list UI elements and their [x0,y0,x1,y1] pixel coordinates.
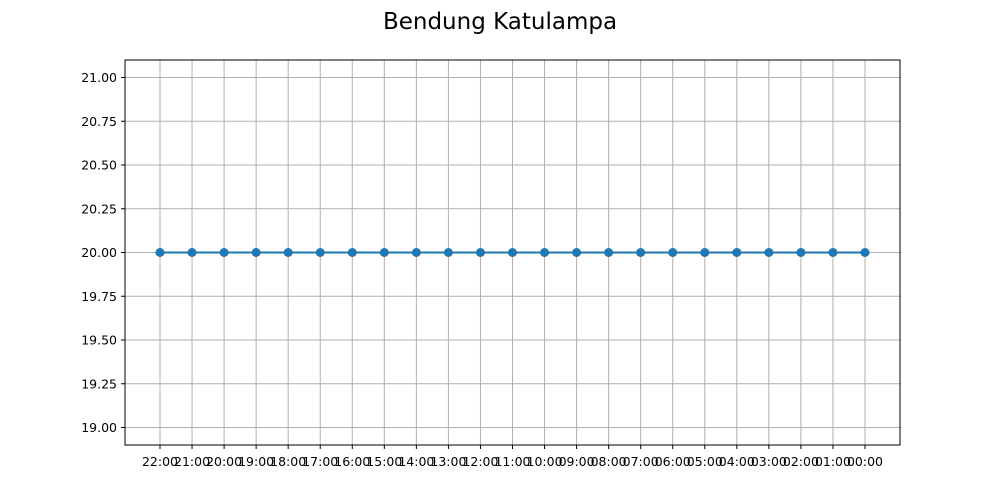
data-point [187,248,197,257]
x-tick-label: 05:00 [687,454,723,469]
data-point [572,248,582,257]
data-point [315,248,325,257]
data-point [379,248,389,257]
x-tick-label: 09:00 [559,454,595,469]
x-tick-label: 14:00 [398,454,434,469]
x-tick-label: 17:00 [302,454,338,469]
data-point [668,248,678,257]
x-tick-label: 04:00 [719,454,755,469]
data-point [508,248,517,257]
x-tick-label: 18:00 [270,454,306,469]
data-point [347,248,357,257]
data-point [732,248,742,257]
x-tick-label: 20:00 [206,454,242,469]
x-tick-label: 00:00 [847,454,883,469]
data-point [604,248,614,257]
axis-ticks: 22:0021:0020:0019:0018:0017:0016:0015:00… [81,70,883,469]
y-tick-label: 19.00 [81,420,117,435]
y-tick-label: 19.75 [81,289,117,304]
x-tick-label: 21:00 [174,454,210,469]
data-point [219,248,229,257]
data-point [283,248,293,257]
data-point [860,248,870,257]
x-tick-label: 13:00 [430,454,466,469]
x-tick-label: 15:00 [366,454,402,469]
y-tick-label: 20.00 [81,245,117,260]
chart-title: Bendung Katulampa [383,9,617,35]
x-tick-label: 02:00 [783,454,819,469]
x-tick-label: 12:00 [462,454,498,469]
x-tick-label: 16:00 [334,454,370,469]
series-layer [155,248,870,257]
x-tick-label: 06:00 [655,454,691,469]
plot-area: 22:0021:0020:0019:0018:0017:0016:0015:00… [81,59,901,469]
data-point [411,248,421,257]
data-point [443,248,453,257]
y-tick-label: 20.75 [81,114,117,129]
data-point [155,248,165,257]
data-point [540,248,550,257]
y-tick-label: 20.50 [81,158,117,173]
x-tick-label: 01:00 [815,454,851,469]
x-tick-label: 19:00 [238,454,274,469]
x-tick-label: 07:00 [623,454,659,469]
y-tick-label: 19.25 [81,376,117,391]
x-tick-label: 22:00 [142,454,178,469]
x-tick-label: 11:00 [494,454,530,469]
x-tick-label: 08:00 [591,454,627,469]
x-tick-label: 03:00 [751,454,787,469]
y-tick-label: 19.50 [81,333,117,348]
data-point [828,248,838,257]
data-point [636,248,646,257]
data-point [796,248,806,257]
data-point [764,248,774,257]
y-tick-label: 21.00 [81,70,117,85]
x-tick-label: 10:00 [527,454,563,469]
y-tick-label: 20.25 [81,201,117,216]
data-point [475,248,485,257]
data-point [251,248,261,257]
data-point [700,248,710,257]
